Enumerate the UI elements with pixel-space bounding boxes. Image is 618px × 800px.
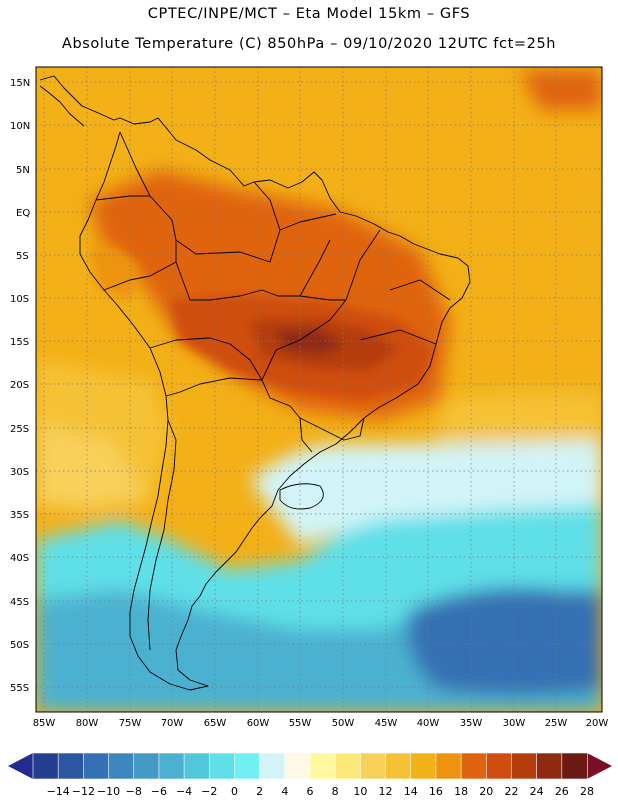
lat-label: 30S	[10, 467, 29, 478]
colorbar-swatch	[561, 752, 588, 780]
colorbar-label: 0	[231, 785, 238, 798]
map-frame	[35, 66, 603, 713]
colorbar-swatch	[435, 752, 462, 780]
colorbar-swatch	[108, 752, 135, 780]
colorbar-label: −10	[97, 785, 120, 798]
colorbar-swatch	[309, 752, 336, 780]
colorbar-overflow-arrow	[587, 753, 612, 779]
colorbar-swatch	[234, 752, 261, 780]
colorbar-label: 18	[454, 785, 468, 798]
colorbar-swatch	[83, 752, 110, 780]
lon-label: 35W	[460, 718, 483, 729]
lon-label: 55W	[289, 718, 312, 729]
colorbar-label: −2	[201, 785, 217, 798]
lat-label: 20S	[10, 380, 29, 391]
longitude-axis: 85W 80W 75W 70W 65W 60W 55W 50W 45W 40W …	[33, 718, 609, 729]
lon-label: 30W	[503, 718, 526, 729]
colorbar-swatch	[410, 752, 437, 780]
lat-label: 5N	[16, 165, 30, 176]
colorbar-label: 10	[353, 785, 367, 798]
lon-label: 85W	[33, 718, 56, 729]
colorbar-label: −8	[126, 785, 142, 798]
map-subtitle: Absolute Temperature (C) 850hPa – 09/10/…	[61, 36, 557, 52]
lat-label: 10N	[10, 121, 30, 132]
lat-label: 5S	[16, 251, 29, 262]
lon-label: 25W	[545, 718, 568, 729]
south-america-coastline	[39, 75, 471, 691]
lat-label: 45S	[10, 597, 29, 608]
colorbar-swatch	[208, 752, 236, 780]
country-borders	[39, 75, 471, 691]
colorbar-swatch	[259, 752, 286, 780]
colorbar-label: 2	[256, 785, 263, 798]
colorbar-label: 28	[580, 785, 594, 798]
temperature-colorbar: −14 −12 −10 −8 −6 −4 −2 0 2 4 6 8 10 12 14 16 18 20 22 24 26…	[8, 752, 612, 798]
temperature-field	[36, 67, 602, 712]
lat-label: 40S	[10, 553, 29, 564]
colorbar-swatch	[385, 752, 412, 780]
latitude-axis: 15N 10N 5N EQ 5S 10S 15S 20S 25S 30S 35S…	[10, 78, 30, 694]
lat-label: 55S	[10, 683, 29, 694]
colorbar-swatch	[284, 752, 311, 780]
lon-label: 45W	[375, 718, 398, 729]
colorbar-swatch	[511, 752, 538, 780]
lat-label: 15N	[10, 78, 30, 89]
lat-label: 25S	[10, 424, 29, 435]
lon-label: 75W	[119, 718, 142, 729]
lon-label: 65W	[204, 718, 227, 729]
colorbar-label: 22	[504, 785, 518, 798]
colorbar-swatch	[460, 752, 487, 780]
colorbar-label: −4	[176, 785, 192, 798]
colorbar-swatch	[334, 752, 362, 780]
lon-label: 40W	[417, 718, 440, 729]
lon-label: 60W	[247, 718, 270, 729]
colorbar-label: 4	[281, 785, 288, 798]
lon-label: 80W	[76, 718, 99, 729]
colorbar-label: −12	[72, 785, 95, 798]
colorbar-label: 16	[429, 785, 443, 798]
colorbar-label: 24	[530, 785, 544, 798]
colorbar-label: 20	[479, 785, 493, 798]
colorbar-swatch	[57, 752, 85, 780]
colorbar-swatch	[32, 752, 59, 780]
colorbar-swatch	[360, 752, 387, 780]
colorbar-label: 14	[404, 785, 418, 798]
colorbar-label: 6	[307, 785, 314, 798]
lat-label: EQ	[16, 208, 30, 219]
colorbar-label: 8	[332, 785, 339, 798]
colorbar-swatch	[158, 752, 185, 780]
lat-label: 35S	[10, 510, 29, 521]
colorbar-label: 26	[555, 785, 569, 798]
colorbar-swatch	[536, 752, 563, 780]
lat-label: 50S	[10, 640, 29, 651]
lon-label: 70W	[161, 718, 184, 729]
lon-label: 20W	[586, 718, 609, 729]
colorbar-swatch	[183, 752, 210, 780]
map-title: CPTEC/INPE/MCT – Eta Model 15km – GFS	[147, 6, 471, 22]
colorbar-label: 12	[379, 785, 393, 798]
colorbar-underflow-arrow	[8, 753, 33, 779]
lat-label: 15S	[10, 337, 29, 348]
colorbar-label: −6	[151, 785, 167, 798]
colorbar-label: −14	[47, 785, 70, 798]
lat-label: 10S	[10, 294, 29, 305]
colorbar-swatch	[133, 752, 160, 780]
lon-label: 50W	[332, 718, 355, 729]
colorbar-swatch	[485, 752, 513, 780]
